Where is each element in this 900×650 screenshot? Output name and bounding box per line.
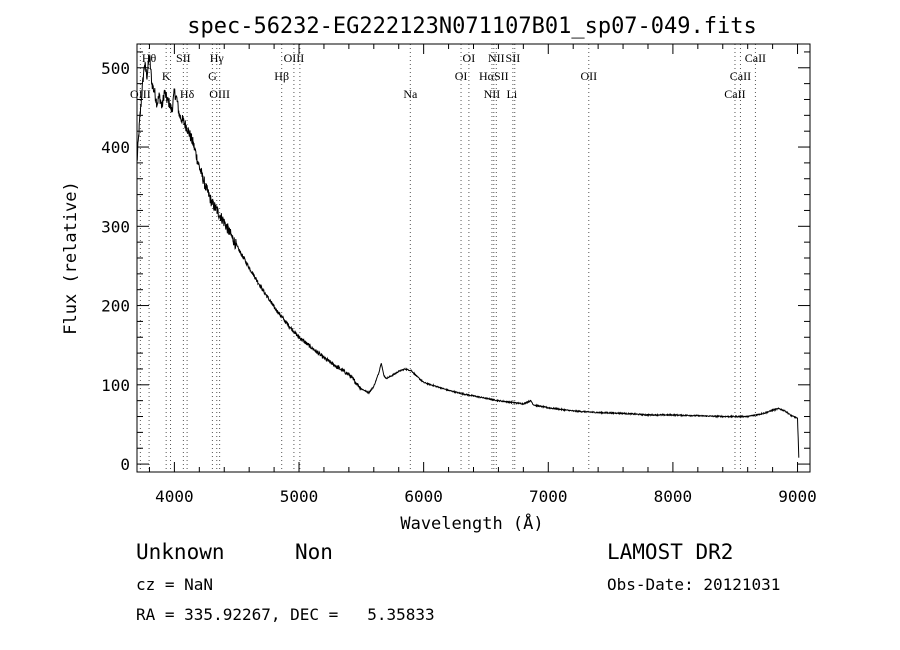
y-tick-labels: 0 100 200 300 400 500 xyxy=(101,59,130,474)
y-tick-label: 0 xyxy=(120,455,130,474)
line-label: CaII xyxy=(745,51,766,65)
line-label: G xyxy=(208,69,217,83)
chart-title: spec-56232-EG222123N071107B01_sp07-049.f… xyxy=(187,14,757,39)
line-label: Li xyxy=(507,87,518,101)
line-label: NII xyxy=(484,87,501,101)
line-label: OIII xyxy=(130,87,151,101)
line-label: Hβ xyxy=(274,69,289,83)
line-label: Na xyxy=(403,87,418,101)
line-label: SII xyxy=(506,51,521,65)
line-label: CaII xyxy=(724,87,745,101)
spectral-line-markers xyxy=(139,44,756,472)
spectrum-line xyxy=(136,55,800,458)
x-axis-label: Wavelength (Å) xyxy=(400,512,543,534)
class-label: Unknown xyxy=(136,540,225,564)
line-label: HαSII xyxy=(479,69,509,83)
axis-ticks xyxy=(137,44,810,472)
line-label: OII xyxy=(580,69,597,83)
y-tick-label: 200 xyxy=(101,297,130,316)
x-tick-label: 7000 xyxy=(529,487,568,506)
line-label: OIII xyxy=(209,87,230,101)
line-label: Hγ xyxy=(210,51,225,65)
y-tick-label: 500 xyxy=(101,59,130,78)
x-tick-label: 5000 xyxy=(280,487,319,506)
line-label: SII xyxy=(176,51,191,65)
x-tick-label: 8000 xyxy=(654,487,693,506)
obs-date: Obs-Date: 20121031 xyxy=(607,575,781,594)
survey-label: LAMOST DR2 xyxy=(607,540,734,564)
line-label: Hδ xyxy=(180,87,195,101)
x-tick-label: 6000 xyxy=(404,487,443,506)
line-label: NII xyxy=(488,51,505,65)
plot-frame xyxy=(136,43,811,473)
line-label: OIII xyxy=(284,51,305,65)
subclass-label: Non xyxy=(295,540,333,564)
line-label: OI xyxy=(463,51,476,65)
ra-dec: RA = 335.92267, DEC = 5.35833 xyxy=(136,605,435,624)
x-tick-label: 9000 xyxy=(778,487,817,506)
y-tick-label: 100 xyxy=(101,376,130,395)
line-label: CaII xyxy=(730,69,751,83)
y-tick-label: 400 xyxy=(101,138,130,157)
line-label: K xyxy=(162,69,171,83)
line-label: OI xyxy=(455,69,468,83)
x-tick-label: 4000 xyxy=(155,487,194,506)
cz-value: cz = NaN xyxy=(136,575,214,594)
x-tick-labels: 4000 5000 6000 7000 8000 9000 xyxy=(155,487,817,506)
y-axis-label: Flux (relative) xyxy=(61,181,81,335)
y-tick-label: 300 xyxy=(101,217,130,236)
